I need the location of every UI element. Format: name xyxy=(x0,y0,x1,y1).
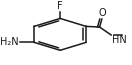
Text: HN: HN xyxy=(112,35,126,45)
Text: O: O xyxy=(98,8,106,18)
Text: F: F xyxy=(57,1,63,11)
Text: H₂N: H₂N xyxy=(0,37,19,47)
